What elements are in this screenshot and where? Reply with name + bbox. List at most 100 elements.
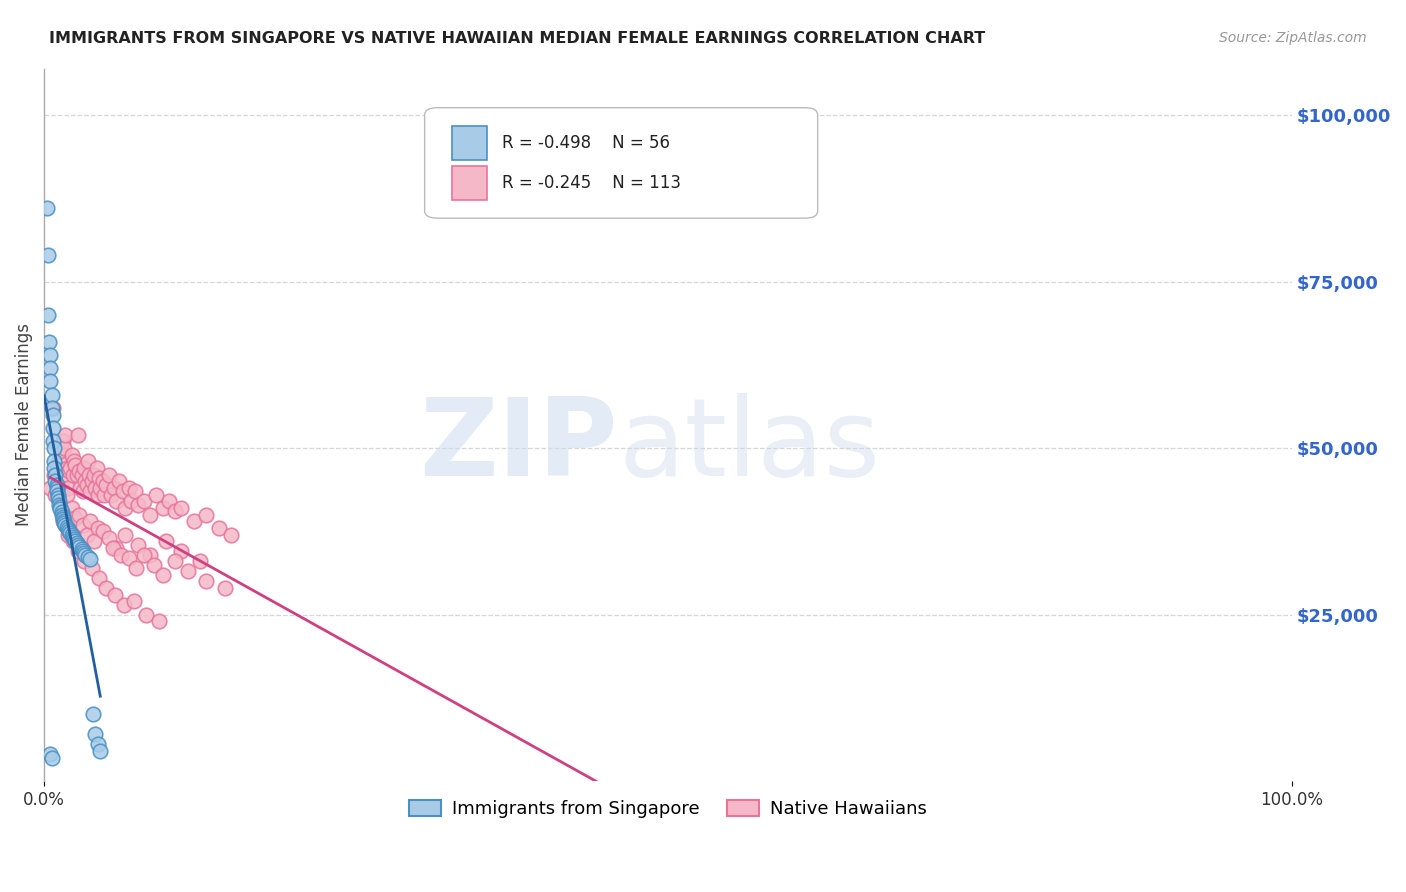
Point (35, 202, 58, 216)
Point (44, 475, 66, 489)
Point (45, 484, 67, 499)
Point (67, 508, 90, 522)
Point (56, 481, 79, 495)
Point (65, 534, 87, 549)
Point (110, 548, 132, 562)
Point (67, 464, 90, 478)
Point (66, 427, 89, 442)
Point (105, 541, 128, 555)
Point (52, 509, 75, 524)
Point (176, 564, 198, 578)
Point (122, 594, 145, 608)
Point (132, 494, 155, 508)
Point (72, 544, 94, 558)
Point (46, 491, 69, 505)
FancyBboxPatch shape (425, 108, 818, 219)
Point (87, 571, 110, 585)
Point (76, 550, 98, 565)
Point (104, 588, 127, 602)
Point (183, 514, 205, 528)
Point (52, 434, 75, 449)
Point (91, 475, 114, 489)
Point (87, 471, 110, 485)
Point (80, 475, 103, 489)
Point (73, 554, 96, 568)
Point (96, 477, 118, 491)
Point (208, 521, 231, 535)
Point (75, 548, 97, 562)
Point (37, 248, 59, 262)
Point (39, 375, 62, 389)
Point (70, 467, 93, 482)
Point (125, 561, 148, 575)
Legend: Immigrants from Singapore, Native Hawaiians: Immigrants from Singapore, Native Hawaii… (402, 793, 934, 825)
Point (39, 361, 62, 376)
Point (59, 461, 82, 475)
Point (41, 750, 63, 764)
Point (93, 488, 115, 502)
Point (84, 727, 107, 741)
Point (41, 401, 63, 416)
Point (48, 494, 70, 508)
Point (53, 427, 76, 442)
Point (105, 494, 128, 508)
Point (152, 500, 174, 515)
Point (63, 454, 86, 468)
Y-axis label: Median Female Earnings: Median Female Earnings (15, 323, 32, 526)
Point (76, 477, 98, 491)
Point (60, 500, 83, 515)
Point (87, 488, 110, 502)
Point (39, 747, 62, 762)
Point (48, 498, 70, 512)
Point (53, 441, 76, 455)
Point (52, 511, 75, 525)
Point (63, 533, 86, 547)
Point (219, 527, 242, 541)
Point (42, 454, 65, 468)
Point (96, 581, 118, 595)
Text: IMMIGRANTS FROM SINGAPORE VS NATIVE HAWAIIAN MEDIAN FEMALE EARNINGS CORRELATION : IMMIGRANTS FROM SINGAPORE VS NATIVE HAWA… (49, 31, 986, 46)
Point (120, 494, 142, 508)
Point (165, 504, 187, 518)
Point (127, 498, 149, 512)
Point (65, 536, 87, 550)
FancyBboxPatch shape (453, 166, 486, 201)
Point (155, 534, 177, 549)
Point (101, 541, 124, 555)
Point (139, 508, 162, 522)
Point (62, 467, 84, 482)
FancyBboxPatch shape (453, 126, 486, 160)
Point (56, 527, 79, 541)
Point (60, 528, 83, 542)
Point (67, 541, 90, 555)
Point (53, 514, 76, 528)
Point (87, 521, 110, 535)
Point (37, 308, 59, 322)
Point (91, 524, 114, 539)
Point (72, 484, 94, 499)
Point (79, 552, 101, 566)
Point (75, 475, 97, 489)
Point (51, 475, 73, 489)
Point (38, 334, 60, 349)
Point (42, 467, 65, 482)
Point (152, 567, 174, 582)
Point (62, 534, 84, 549)
Point (170, 544, 193, 558)
Point (114, 527, 136, 541)
Point (148, 614, 170, 628)
Text: R = -0.245    N = 113: R = -0.245 N = 113 (502, 174, 681, 193)
Point (59, 526, 82, 541)
Point (124, 484, 146, 499)
Point (42, 421, 65, 435)
Point (83, 467, 105, 482)
Point (45, 477, 67, 491)
Point (112, 598, 135, 612)
Point (111, 484, 134, 499)
Point (76, 527, 98, 541)
Point (55, 488, 77, 502)
Point (58, 524, 80, 539)
Point (41, 388, 63, 402)
Point (89, 481, 111, 495)
Point (66, 538, 89, 552)
